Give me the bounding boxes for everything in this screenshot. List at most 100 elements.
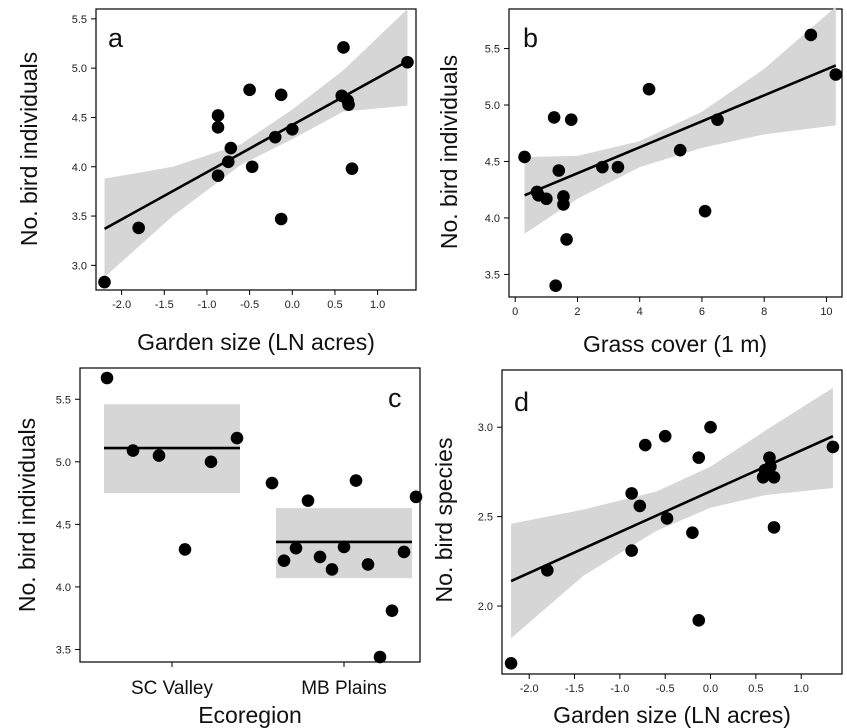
panel-c-data-point [349,474,363,487]
panel-b-data-point [596,160,609,174]
panel-c-plot: SC Valley MB Plains 3.5 4.0 4.5 5.0 5.5 [56,371,423,699]
panel-a-data-point [342,98,355,111]
panel-c-y-tick-label: 4.5 [56,519,71,531]
panel-b-data-point [557,190,570,203]
panel-d-data-point [625,487,638,500]
panel-b-data-point [560,233,573,246]
panel-a-fit-line [103,60,409,231]
panel-a-data-point [274,88,288,102]
panel-b-x-tick-label: 10 [820,306,832,318]
panel-b-x-tick-label: 2 [574,306,580,318]
panel-c-data-point [325,563,339,576]
panel-c-xlabel: Ecoregion [198,702,302,728]
panel-a: a Garden size (LN acres) No. bird indivi… [16,8,417,355]
panel-b-x-tick-label: 6 [699,306,705,318]
panel-b-data-point [540,192,553,206]
panel-d-frame [501,369,843,675]
panel-c-frame [79,367,421,663]
panel-a-xlabel: Garden size (LN acres) [137,329,375,355]
panel-c-category-label: MB Plains [301,678,387,699]
panel-d-data-point [692,451,706,464]
panel-d-confidence-band [511,387,833,639]
panel-d-data-point [633,499,647,513]
panel-a-y-tick-label: 5.5 [72,14,87,26]
panel-b-y-tick-label: 5.0 [485,100,500,112]
panel-c-data-point [313,550,327,564]
panel-a-data-point [224,141,238,155]
panel-d-data-point [686,526,699,540]
panel-b-x-tick-label: 8 [761,306,767,318]
panel-d-data-point [692,614,706,627]
panel-c-data-point [373,650,387,664]
panel-a-x-tick-label: 0.0 [285,299,300,311]
panel-b: b Grass cover (1 m) No. bird individuals… [436,6,843,357]
panel-d-xlabel: Garden size (LN acres) [553,702,791,728]
panel-c-data-point [277,554,291,567]
panel-a-data-point [274,212,288,226]
panel-d: d Garden size (LN acres) No. bird specie… [431,369,843,728]
panel-b-data-point [829,68,843,81]
panel-a-x-tick-label: -1.5 [155,299,174,311]
panel-b-data-point [611,160,625,174]
panel-a-data-point [401,55,414,69]
panel-b-data-point [698,204,712,218]
panel-b-ylabel: No. bird individuals [436,55,462,249]
panel-a-x-tick-label: 0.5 [327,299,342,311]
panel-d-data-point [704,420,717,434]
panel-d-ylabel: No. bird species [431,438,457,603]
panel-a-data-point [221,155,235,169]
panel-a-x-tick-label: -1.0 [197,299,216,311]
panel-d-x-tick-label: 0.0 [703,683,718,695]
panel-d-data-point [625,544,638,557]
panel-c-data-point [204,455,218,469]
panel-a-data-point [98,275,111,289]
panel-d-y-tick-label: 2.0 [478,601,493,613]
panel-a-data-point [245,160,259,174]
panel-d-data-point [541,563,554,577]
panel-c-data-point [385,604,399,618]
panel-b-x-tick-label: 4 [637,306,643,318]
panel-c-data-point [265,476,279,490]
panel-a-data-point [211,121,225,134]
panel-b-xlabel: Grass cover (1 m) [583,331,767,357]
panel-a-x-tick-label: 1.0 [370,299,385,311]
panel-c-letter: c [388,383,402,413]
panel-a-data-point [132,221,145,235]
panel-d-data-point [504,656,518,670]
panel-c-data-point [361,558,375,571]
panel-a-data-point [211,109,225,122]
panel-a-data-point [337,41,350,54]
panel-b-data-point [549,279,562,293]
panel-d-plot: -2.0 -1.5 -1.0 -0.5 0.0 0.5 1.0 2.0 2.5 3.0 [478,387,840,695]
panel-c-category-label: SC Valley [131,678,214,699]
panel-b-y-tick-label: 3.5 [485,269,500,281]
panel-d-data-point [767,470,781,484]
panel-c-y-tick-label: 3.5 [56,644,71,656]
panel-b-plot: 0 2 4 6 8 10 3.5 4.0 4.5 5.0 5.5 [485,6,843,318]
panel-a-frame [95,8,417,291]
panel-a-x-tick-label: -2.0 [112,299,131,311]
panel-c-data-point [409,490,423,504]
panel-b-data-point [711,113,724,126]
panel-d-data-point [638,438,652,452]
panel-d-y-tick-label: 2.5 [478,512,493,524]
panel-b-data-point [518,150,531,164]
panel-a-y-tick-label: 3.0 [72,260,87,272]
panel-b-data-point [673,143,687,157]
panel-b-y-tick-label: 5.5 [485,44,500,56]
panel-a-data-point [268,130,282,144]
panel-a-y-tick-label: 3.5 [72,211,87,223]
panel-b-letter: b [523,23,538,53]
panel-c-data-point [126,444,140,457]
panel-d-x-tick-label: 1.0 [794,683,809,695]
panel-d-data-point [764,460,777,473]
panel-b-fit-line [524,64,837,197]
panel-b-data-point [564,113,578,126]
panel-b-data-point [547,111,561,124]
panel-a-confidence-band [104,9,408,278]
panel-b-data-point [552,164,566,177]
panel-a-data-point [345,162,359,176]
panel-d-data-point [658,429,672,443]
panel-c-y-tick-label: 5.5 [56,394,71,406]
panel-c-data-point [289,541,303,555]
